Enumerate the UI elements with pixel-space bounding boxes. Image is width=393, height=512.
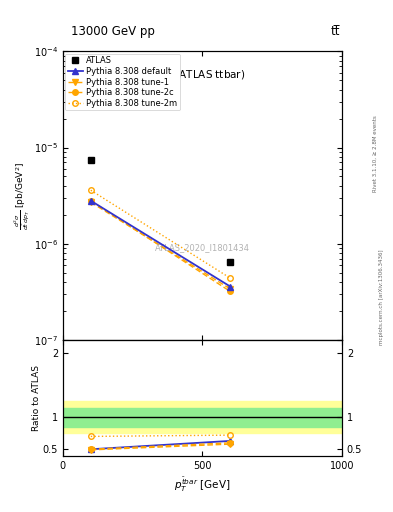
Pythia 8.308 tune-1 <box>88 199 93 205</box>
Text: 13000 GeV pp: 13000 GeV pp <box>71 26 154 38</box>
Y-axis label: $\frac{d^2\sigma}{d\bar{t}\,dp_T}$ [pb/GeV$^2$]: $\frac{d^2\sigma}{d\bar{t}\,dp_T}$ [pb/G… <box>13 162 33 230</box>
Y-axis label: Ratio to ATLAS: Ratio to ATLAS <box>32 365 41 431</box>
Pythia 8.308 default <box>228 284 233 290</box>
Pythia 8.308 default <box>88 198 93 204</box>
Pythia 8.308 tune-2c <box>88 198 93 204</box>
Pythia 8.308 tune-1 <box>228 286 233 292</box>
Bar <box>63 401 342 433</box>
Text: ATLAS_2020_I1801434: ATLAS_2020_I1801434 <box>155 243 250 252</box>
Text: $p_T^{\bar{t}}$ (ATLAS ttbar): $p_T^{\bar{t}}$ (ATLAS ttbar) <box>160 66 245 84</box>
Pythia 8.308 tune-2c <box>228 288 233 294</box>
ATLAS <box>228 259 233 265</box>
Line: Pythia 8.308 tune-2c: Pythia 8.308 tune-2c <box>88 198 233 294</box>
Pythia 8.308 tune-2m <box>228 275 233 281</box>
Line: Pythia 8.308 tune-2m: Pythia 8.308 tune-2m <box>88 187 233 281</box>
Pythia 8.308 tune-2m <box>88 187 93 194</box>
Legend: ATLAS, Pythia 8.308 default, Pythia 8.308 tune-1, Pythia 8.308 tune-2c, Pythia 8: ATLAS, Pythia 8.308 default, Pythia 8.30… <box>65 54 180 111</box>
Line: Pythia 8.308 default: Pythia 8.308 default <box>88 198 233 289</box>
X-axis label: $p^{\bar{t}bar{}}_{T}$ [GeV]: $p^{\bar{t}bar{}}_{T}$ [GeV] <box>174 476 231 495</box>
Text: mcplots.cern.ch [arXiv:1306.3436]: mcplots.cern.ch [arXiv:1306.3436] <box>379 249 384 345</box>
Bar <box>63 408 342 427</box>
Line: ATLAS: ATLAS <box>87 156 234 265</box>
ATLAS <box>88 157 93 163</box>
Text: Rivet 3.1.10, ≥ 2.8M events: Rivet 3.1.10, ≥ 2.8M events <box>373 115 378 192</box>
Text: tt̅: tt̅ <box>331 26 340 38</box>
Line: Pythia 8.308 tune-1: Pythia 8.308 tune-1 <box>88 200 233 292</box>
